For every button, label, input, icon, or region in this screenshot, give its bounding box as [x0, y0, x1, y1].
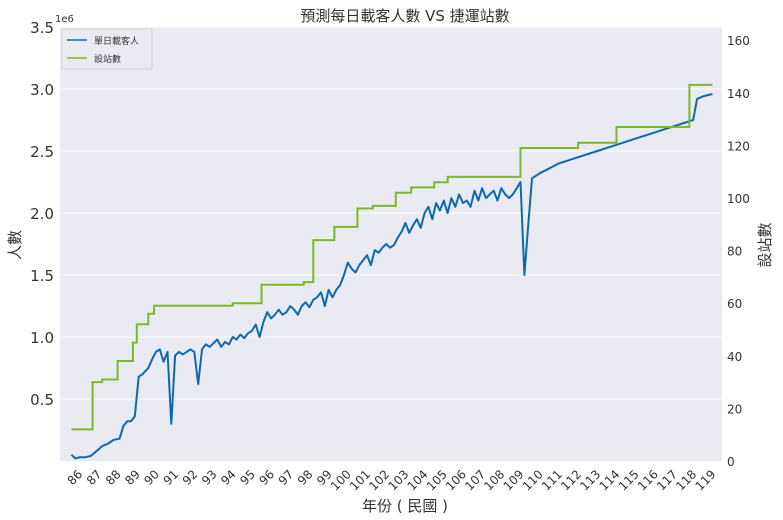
legend-label-stations: 設站數 [94, 53, 121, 65]
y-tick-label-4: 2.5 [30, 143, 54, 161]
x-tick-label-6: 92 [180, 467, 201, 488]
series-line-passengers [70, 93, 713, 460]
x-axis-label: 年份 ( 民國 ) [362, 497, 448, 515]
x-tick-label-2: 88 [103, 467, 124, 488]
x-tick-label-1: 87 [84, 467, 105, 488]
y2-tick-label-1: 20 [727, 402, 742, 416]
y2-tick-label-7: 140 [727, 87, 750, 101]
legend: 單日載客人 設站數 [61, 28, 153, 70]
y2-axis-label: 設站數 [756, 222, 774, 267]
y-tick-label-3: 2.0 [30, 205, 54, 223]
y2-tick-label-4: 80 [727, 245, 742, 259]
x-tick-label-33: 119 [692, 467, 718, 493]
y2-tick-label-5: 100 [727, 192, 750, 206]
y-tick-label-6: 3.5 [30, 19, 54, 37]
y2-tick-label-3: 60 [727, 297, 742, 311]
chart-title: 預測每日載客人數 VS 捷運站數 [300, 7, 509, 25]
x-tick-label-0: 86 [65, 467, 86, 488]
x-tick-label-8: 94 [218, 467, 239, 488]
x-tick-label-11: 97 [276, 467, 297, 488]
y-tick-label-5: 3.0 [30, 81, 54, 99]
series-line-stations [71, 83, 713, 431]
plot-area [60, 27, 722, 461]
x-tick-label-3: 89 [122, 467, 143, 488]
x-tick-label-7: 93 [199, 467, 220, 488]
y2-tick-label-2: 40 [727, 350, 742, 364]
y2-tick-label-0: 0 [727, 455, 735, 469]
legend-box [61, 28, 153, 70]
x-tick-label-9: 95 [237, 467, 258, 488]
x-tick-label-5: 91 [161, 467, 182, 488]
y-offset-label: 1e6 [55, 14, 74, 25]
legend-label-passengers: 單日載客人 [94, 35, 139, 47]
y2-tick-label-6: 120 [727, 139, 750, 153]
y-tick-label-0: 0.5 [30, 391, 54, 409]
x-tick-label-10: 96 [256, 467, 277, 488]
y-tick-label-2: 1.5 [30, 267, 54, 285]
y2-tick-label-8: 160 [727, 34, 750, 48]
y-tick-label-1: 1.0 [30, 329, 54, 347]
x-tick-label-12: 98 [295, 467, 316, 488]
y-axis-label: 人數 [6, 230, 24, 260]
x-tick-label-4: 90 [141, 467, 162, 488]
